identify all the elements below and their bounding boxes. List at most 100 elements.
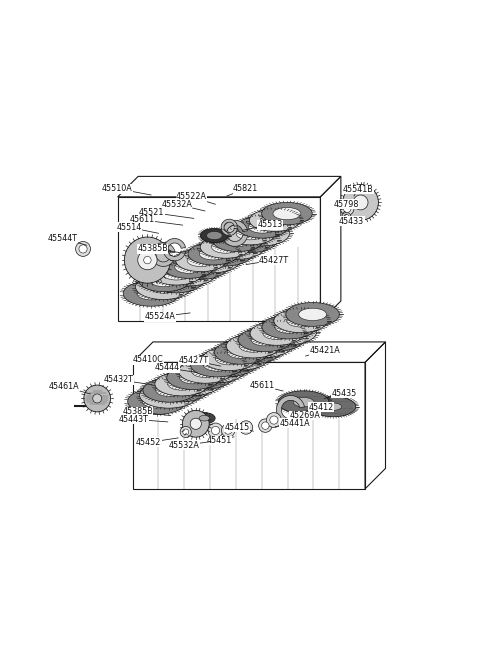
Ellipse shape <box>235 234 264 246</box>
Circle shape <box>262 422 269 430</box>
Ellipse shape <box>239 340 267 352</box>
Text: 45451: 45451 <box>206 436 234 445</box>
Ellipse shape <box>123 281 179 307</box>
Ellipse shape <box>247 325 305 351</box>
Ellipse shape <box>251 333 279 346</box>
Ellipse shape <box>180 371 207 384</box>
Text: 45611: 45611 <box>250 381 283 391</box>
Ellipse shape <box>154 388 183 402</box>
Ellipse shape <box>211 344 269 370</box>
Text: 45410C: 45410C <box>132 355 178 365</box>
Text: 45513: 45513 <box>242 220 282 231</box>
Ellipse shape <box>150 274 178 287</box>
Text: 45433: 45433 <box>339 216 364 225</box>
Ellipse shape <box>168 378 195 390</box>
Text: 45524A: 45524A <box>144 312 190 321</box>
Polygon shape <box>276 396 304 424</box>
Ellipse shape <box>191 353 244 377</box>
Ellipse shape <box>221 227 277 253</box>
Ellipse shape <box>140 382 198 408</box>
Ellipse shape <box>238 328 292 352</box>
Ellipse shape <box>299 309 326 320</box>
Ellipse shape <box>199 253 227 267</box>
Ellipse shape <box>248 227 276 240</box>
Ellipse shape <box>250 322 304 345</box>
Ellipse shape <box>174 267 202 280</box>
Ellipse shape <box>226 350 254 364</box>
Ellipse shape <box>278 391 329 413</box>
Ellipse shape <box>206 231 222 240</box>
Ellipse shape <box>262 315 315 339</box>
Ellipse shape <box>166 383 195 396</box>
Text: 45461A: 45461A <box>48 382 91 394</box>
Ellipse shape <box>211 247 239 260</box>
Ellipse shape <box>135 274 192 299</box>
Ellipse shape <box>249 221 276 233</box>
Ellipse shape <box>249 209 300 231</box>
Ellipse shape <box>178 376 207 389</box>
Text: 45443T: 45443T <box>119 415 168 424</box>
Circle shape <box>225 427 232 434</box>
Ellipse shape <box>188 242 239 265</box>
Text: 45452: 45452 <box>136 438 178 447</box>
Text: 45435: 45435 <box>324 389 357 398</box>
Ellipse shape <box>142 395 171 408</box>
Text: 45441A: 45441A <box>275 419 310 428</box>
Ellipse shape <box>149 280 178 293</box>
Circle shape <box>208 423 223 438</box>
Text: 45514: 45514 <box>117 223 158 233</box>
Ellipse shape <box>212 241 240 253</box>
Circle shape <box>259 419 272 432</box>
Ellipse shape <box>274 309 327 333</box>
Text: 45427T: 45427T <box>179 356 221 366</box>
Ellipse shape <box>151 263 202 285</box>
Text: 45544T: 45544T <box>48 234 87 245</box>
Ellipse shape <box>209 234 265 259</box>
Ellipse shape <box>213 229 263 252</box>
Text: 45821: 45821 <box>227 184 258 196</box>
Ellipse shape <box>155 372 208 396</box>
Ellipse shape <box>286 303 339 326</box>
Ellipse shape <box>179 360 232 383</box>
Ellipse shape <box>215 341 268 364</box>
Ellipse shape <box>201 229 228 242</box>
Ellipse shape <box>249 338 278 351</box>
Text: 45522A: 45522A <box>176 193 216 204</box>
Ellipse shape <box>175 261 203 273</box>
Ellipse shape <box>227 346 255 358</box>
Circle shape <box>242 424 250 431</box>
Text: 45541B: 45541B <box>343 185 373 196</box>
Ellipse shape <box>187 254 215 267</box>
Text: 45427T: 45427T <box>246 255 289 265</box>
Ellipse shape <box>185 248 240 272</box>
Polygon shape <box>222 220 248 246</box>
Circle shape <box>144 256 151 264</box>
Ellipse shape <box>128 388 186 415</box>
Ellipse shape <box>199 248 227 260</box>
Text: 45532A: 45532A <box>168 441 211 450</box>
Ellipse shape <box>273 326 302 339</box>
Ellipse shape <box>163 256 214 278</box>
Text: 45532A: 45532A <box>161 200 205 211</box>
Ellipse shape <box>167 365 220 390</box>
Ellipse shape <box>238 345 266 358</box>
Ellipse shape <box>234 221 289 246</box>
Ellipse shape <box>237 216 288 238</box>
Ellipse shape <box>263 328 291 339</box>
Ellipse shape <box>262 202 312 225</box>
Circle shape <box>266 413 281 428</box>
Ellipse shape <box>261 214 288 227</box>
Ellipse shape <box>156 384 184 396</box>
Circle shape <box>343 185 378 220</box>
Text: 45385B: 45385B <box>122 407 171 417</box>
Ellipse shape <box>261 331 290 345</box>
Text: 45412: 45412 <box>302 403 334 412</box>
Ellipse shape <box>172 254 228 280</box>
Circle shape <box>79 245 87 253</box>
Text: 45269A: 45269A <box>285 411 321 420</box>
Ellipse shape <box>163 369 221 396</box>
Ellipse shape <box>311 397 356 417</box>
Ellipse shape <box>224 234 252 246</box>
Text: 45510A: 45510A <box>102 184 151 195</box>
Circle shape <box>183 429 189 435</box>
